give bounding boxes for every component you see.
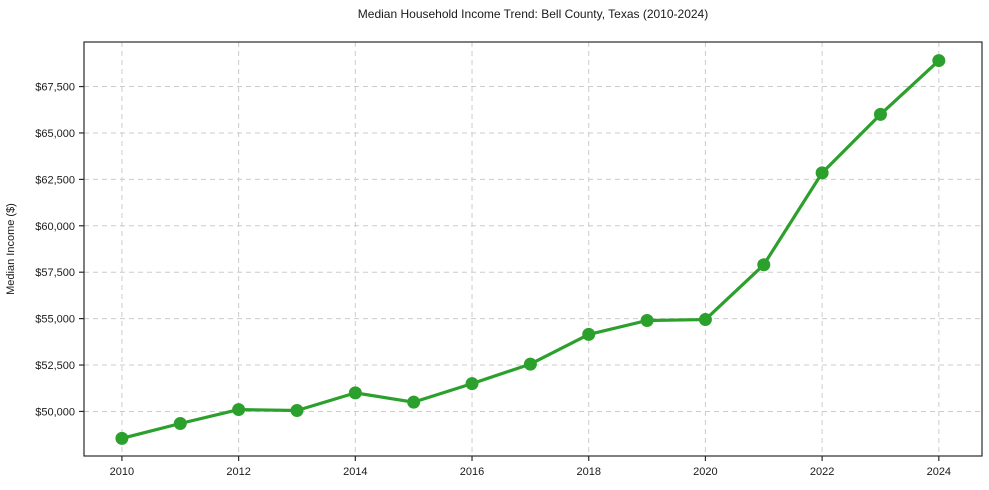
data-point-2024 — [932, 54, 946, 68]
x-tick-label: 2010 — [110, 466, 134, 478]
x-tick-label: 2018 — [576, 466, 600, 478]
chart-title: Median Household Income Trend: Bell Coun… — [357, 7, 709, 21]
x-tick-label: 2020 — [693, 466, 717, 478]
y-tick-label: $60,000 — [35, 221, 75, 233]
data-point-2023 — [873, 107, 887, 121]
income-trend-line — [120, 58, 941, 440]
data-point-2021 — [757, 258, 771, 272]
data-point-2015 — [407, 395, 421, 409]
y-tick-label: $65,000 — [35, 128, 75, 140]
y-tick-label: $67,500 — [35, 82, 75, 94]
data-point-2012 — [232, 403, 246, 417]
y-tick-label: $57,500 — [35, 267, 75, 279]
x-tick-label: 2022 — [810, 466, 834, 478]
x-tick-label: 2012 — [226, 466, 250, 478]
y-tick-label: $62,500 — [35, 174, 75, 186]
data-point-2017 — [523, 357, 537, 371]
x-tick-label: 2024 — [927, 466, 951, 478]
x-tick-label: 2014 — [343, 466, 367, 478]
data-point-2020 — [698, 313, 712, 327]
y-tick-label: $52,500 — [35, 360, 75, 372]
data-point-2014 — [348, 386, 362, 400]
y-tick-label: $50,000 — [35, 406, 75, 418]
y-tick-label: $55,000 — [35, 314, 75, 326]
x-tick-label: 2016 — [460, 466, 484, 478]
data-point-2022 — [815, 166, 829, 180]
data-point-2016 — [465, 377, 479, 391]
data-point-2019 — [640, 313, 654, 327]
data-point-2010 — [115, 431, 129, 445]
data-point-2011 — [173, 417, 187, 431]
data-point-2013 — [290, 404, 304, 418]
plot-border — [83, 41, 983, 457]
data-point-2018 — [582, 327, 596, 341]
